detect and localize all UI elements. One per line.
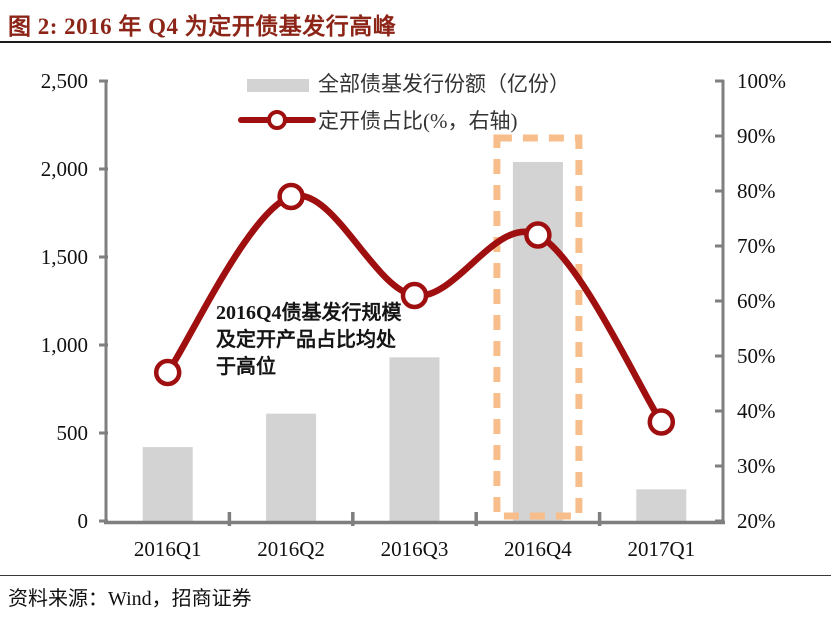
left-axis-tick-label: 2,500: [40, 69, 88, 93]
bar-2016Q2: [266, 413, 317, 523]
legend-bar-label: 全部债基发行份额（亿份）: [318, 72, 570, 96]
source-note: 资料来源：Wind，招商证券: [8, 588, 252, 610]
chart-title: 图 2: 2016 年 Q4 为定开债基发行高峰: [8, 14, 397, 39]
highlight-box: [493, 134, 583, 520]
bar-2016Q4: [512, 161, 563, 523]
right-axis-tick-label: 70%: [737, 234, 776, 258]
x-axis-label: 2016Q1: [133, 537, 202, 561]
legend-bar-swatch-icon: [247, 79, 309, 92]
left-axis-tick-label: 0: [77, 509, 89, 533]
left-axis-tick-label: 1,000: [40, 333, 88, 357]
marker-2016Q3: [400, 281, 429, 310]
legend-line-label: 定开债占比(%，右轴): [318, 109, 518, 133]
annotation-text: 2016Q4债基发行规模 及定开产品占比均处 于高位: [216, 302, 402, 378]
right-axis-tick-label: 60%: [737, 289, 776, 313]
legend-line-marker-icon: [238, 110, 316, 130]
bar-2017Q1: [636, 489, 687, 523]
marker-2017Q1: [647, 408, 676, 436]
right-axis-tick-label: 40%: [737, 399, 776, 423]
bar-2016Q1: [142, 447, 193, 523]
x-axis-label: 2016Q2: [257, 537, 325, 561]
right-axis-tick-label: 90%: [737, 124, 776, 148]
right-axis-tick-label: 80%: [737, 179, 776, 203]
marker-2016Q4: [524, 221, 552, 249]
right-axis-tick-label: 30%: [737, 454, 776, 478]
left-axis-tick-label: 1,500: [40, 245, 88, 269]
marker-2016Q1: [153, 358, 182, 387]
right-axis-tick-label: 100%: [737, 69, 786, 93]
right-axis-tick-label: 20%: [737, 509, 776, 533]
bar-2016Q3: [389, 357, 440, 523]
left-axis-tick-label: 500: [56, 421, 89, 445]
footer-divider: [0, 575, 831, 576]
x-axis-label: 2017Q1: [627, 537, 696, 561]
left-axis-tick-label: 2,000: [40, 157, 88, 181]
right-axis-tick-label: 50%: [737, 344, 776, 368]
title-divider: [0, 41, 831, 43]
x-axis-label: 2016Q4: [504, 537, 572, 561]
marker-2016Q2: [277, 182, 305, 211]
x-axis-label: 2016Q3: [380, 537, 449, 561]
